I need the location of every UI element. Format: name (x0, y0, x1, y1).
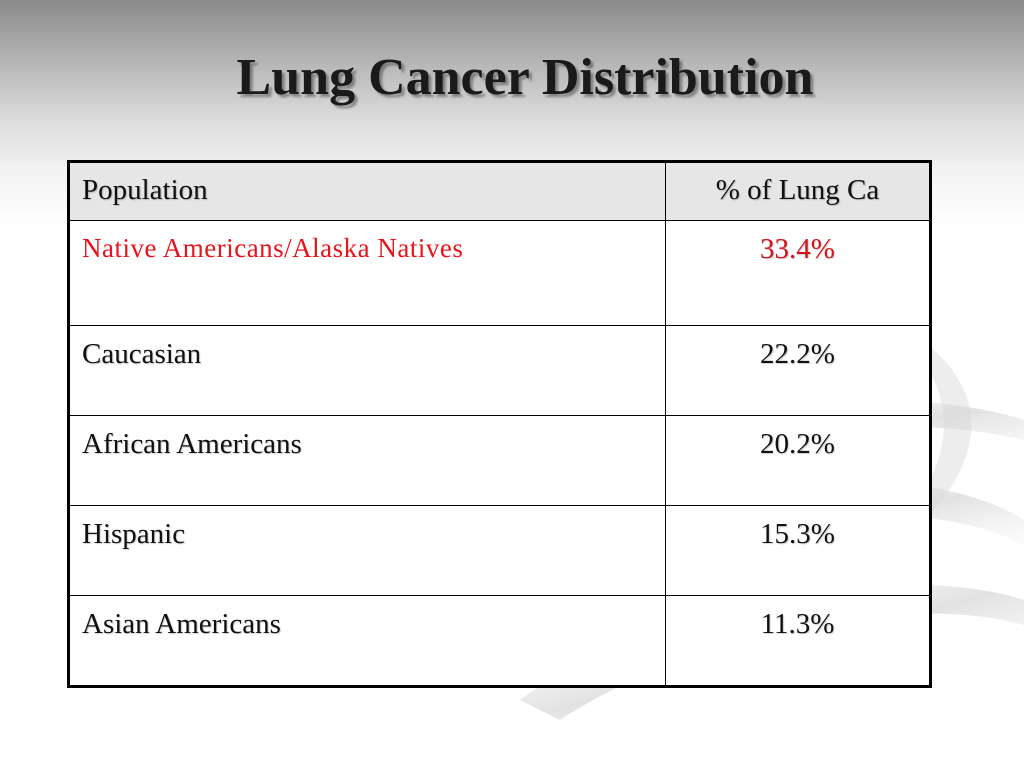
table-header-row: Population % of Lung Ca (68, 161, 931, 221)
lung-cancer-table: Population % of Lung Ca Native Americans… (67, 160, 932, 688)
header-population: Population (68, 161, 666, 221)
population-cell: Hispanic (68, 505, 666, 596)
population-cell: African Americans (68, 415, 666, 506)
slide-title: Lung Cancer Distribution (236, 49, 814, 106)
percent-cell: 20.2% (665, 415, 931, 506)
percent-cell: 11.3% (665, 595, 931, 687)
table-row: Hispanic 15.3% (68, 505, 931, 596)
percent-cell: 22.2% (665, 325, 931, 416)
table-row: Caucasian 22.2% (68, 325, 931, 416)
table-row: Asian Americans 11.3% (68, 595, 931, 687)
percent-cell: 33.4% (665, 220, 931, 326)
population-cell: Native Americans/Alaska Natives (68, 220, 666, 326)
table-row: African Americans 20.2% (68, 415, 931, 506)
header-percent: % of Lung Ca (665, 161, 931, 221)
population-cell: Asian Americans (68, 595, 666, 687)
population-cell: Caucasian (68, 325, 666, 416)
percent-cell: 15.3% (665, 505, 931, 596)
table-row: Native Americans/Alaska Natives 33.4% (68, 220, 931, 326)
